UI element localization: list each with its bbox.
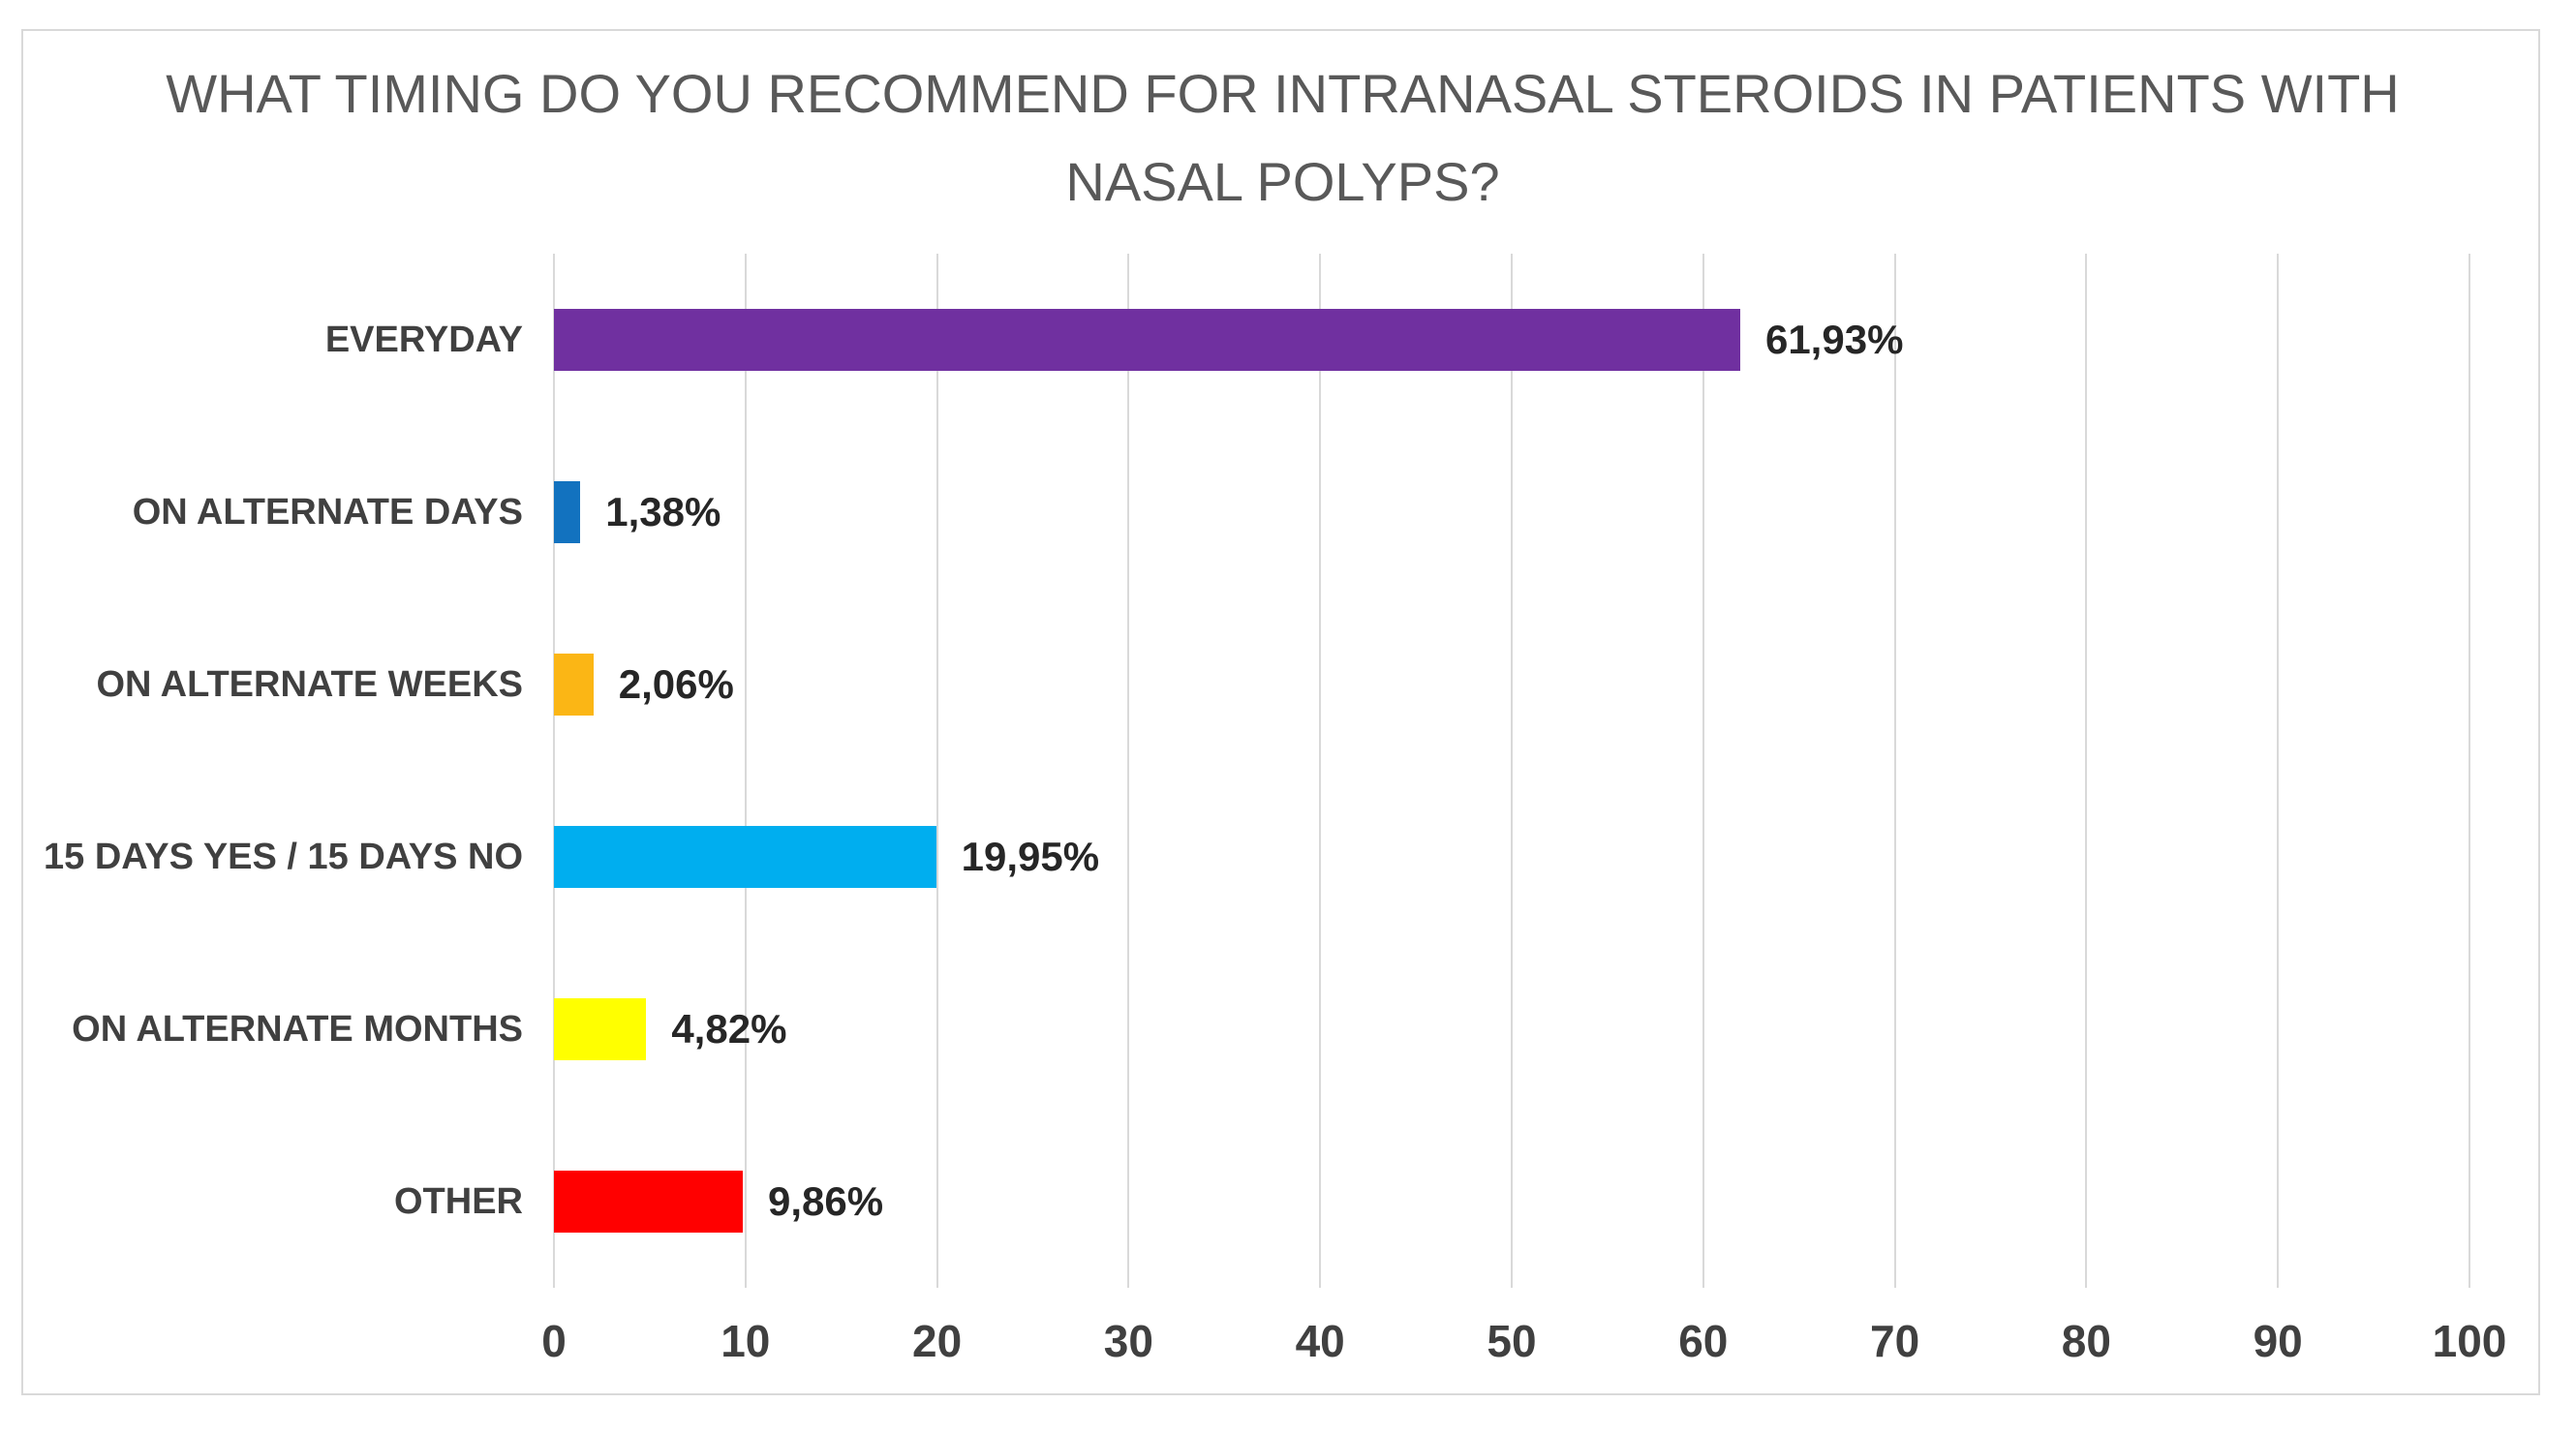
bar [554,1171,744,1233]
gridline [1702,254,1704,1288]
value-label: 9,86% [768,1178,884,1224]
x-tick-label: 0 [541,1316,567,1366]
bar [554,998,647,1060]
category-labels: EVERYDAY ON ALTERNATE DAYS ON ALTERNATE WE… [10,254,523,1288]
bar-row: 2,06% [554,598,2469,771]
category-label: EVERYDAY [324,319,523,360]
value-label: 19,95% [961,834,1100,879]
chart-title-line-2: NASAL POLYPS? [1065,150,1500,212]
gridline [1511,254,1513,1288]
gridline [2469,254,2470,1288]
x-tick-label: 80 [2061,1316,2111,1366]
x-tick-label: 90 [2253,1316,2303,1366]
bar [554,309,1740,371]
value-label: 1,38% [605,489,721,534]
x-tick-label: 20 [912,1316,963,1366]
value-label: 2,06% [618,661,734,707]
gridline [1893,254,1896,1288]
gridline [2085,254,2088,1288]
gridline [935,254,938,1288]
x-tick-label: 30 [1103,1316,1153,1366]
bar-row: 1,38% [554,426,2469,598]
bar-row: 19,95% [554,771,2469,943]
value-label: 61,93% [1764,317,1904,362]
x-tick-label: 50 [1487,1316,1537,1366]
x-tick-label: 70 [1870,1316,1920,1366]
category-label: ON ALTERNATE MONTHS [72,1008,523,1050]
gridline [553,254,555,1288]
bar-row: 4,82% [554,943,2469,1115]
category-label: OTHER [394,1180,523,1222]
bar-rows: 61,93% 1,38% 2,06% 19,95% 4,82% 9,86% [554,254,2469,1288]
plot-area: 61,93% 1,38% 2,06% 19,95% 4,82% 9,86% [553,254,2470,1288]
value-label: 4,82% [671,1006,787,1052]
bar [554,654,594,716]
x-tick-label: 60 [1678,1316,1729,1366]
bar-row: 61,93% [554,254,2469,426]
x-tick-label: 40 [1295,1316,1345,1366]
bar-row: 9,86% [554,1115,2469,1288]
gridline [1319,254,1322,1288]
x-axis: 0 10 20 30 40 50 60 70 80 90 100 [541,1315,2506,1383]
category-label: ON ALTERNATE DAYS [132,491,523,533]
category-label: ON ALTERNATE WEEKS [96,663,523,705]
chart-title-line-1: WHAT TIMING DO YOU RECOMMEND FOR INTRANA… [166,63,2400,124]
category-label: 15 DAYS YES / 15 DAYS NO [44,836,523,877]
gridline [744,254,747,1288]
chart-title: WHAT TIMING DO YOU RECOMMEND FOR INTRANA… [21,50,2544,226]
gridline [1127,254,1130,1288]
bar [554,826,936,888]
x-tick-label: 100 [2432,1316,2507,1366]
bar [554,481,581,543]
gridline [2277,254,2280,1288]
x-tick-label: 10 [721,1316,771,1366]
chart-frame [21,29,2540,1395]
